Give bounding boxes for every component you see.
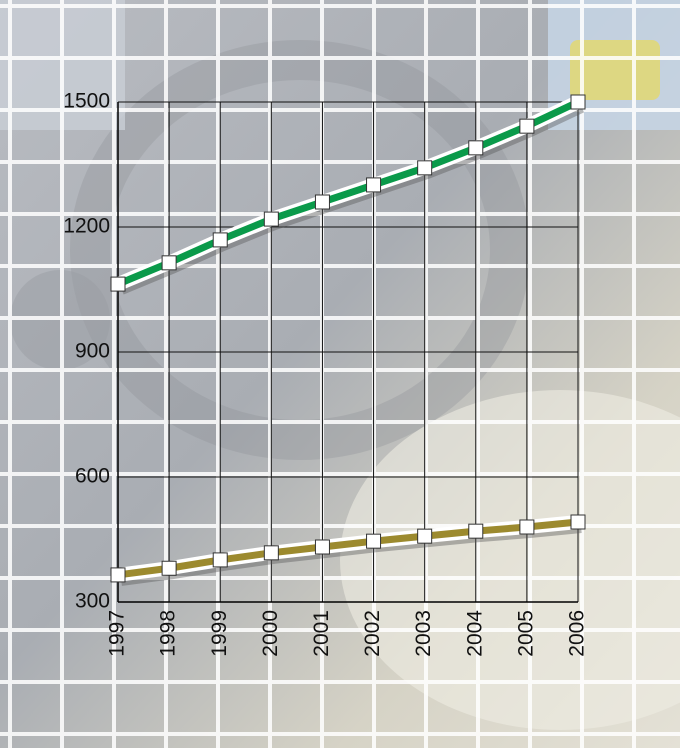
x-tick-label: 2000 xyxy=(259,610,282,657)
x-tick-label: 1997 xyxy=(106,610,129,657)
marker xyxy=(314,539,330,555)
marker xyxy=(161,255,177,271)
x-tick-label: 1998 xyxy=(157,610,180,657)
marker xyxy=(417,528,433,544)
x-tick-label: 2001 xyxy=(310,610,333,657)
marker xyxy=(519,519,535,535)
x-tick-label: 2004 xyxy=(463,610,486,657)
y-tick-label: 900 xyxy=(75,340,110,363)
marker xyxy=(417,160,433,176)
marker xyxy=(519,118,535,134)
marker xyxy=(468,140,484,156)
marker xyxy=(212,232,228,248)
marker xyxy=(570,514,586,530)
y-tick-label: 300 xyxy=(75,590,110,613)
marker xyxy=(570,94,586,110)
x-tick-label: 2003 xyxy=(412,610,435,657)
marker xyxy=(263,211,279,227)
y-tick-label: 1200 xyxy=(63,215,110,238)
marker xyxy=(212,552,228,568)
y-tick-label: 1500 xyxy=(63,90,110,113)
line xyxy=(116,98,580,288)
marker xyxy=(314,194,330,210)
x-tick-label: 2006 xyxy=(566,610,589,657)
marker xyxy=(161,560,177,576)
x-tick-label: 1999 xyxy=(208,610,231,657)
marker xyxy=(366,177,382,193)
marker xyxy=(468,523,484,539)
line xyxy=(117,518,579,579)
marker xyxy=(110,276,126,292)
x-tick-label: 2005 xyxy=(514,610,537,657)
marker xyxy=(366,533,382,549)
marker xyxy=(110,567,126,583)
x-tick-label: 2002 xyxy=(361,610,384,657)
marker xyxy=(263,545,279,561)
y-tick-label: 600 xyxy=(75,465,110,488)
